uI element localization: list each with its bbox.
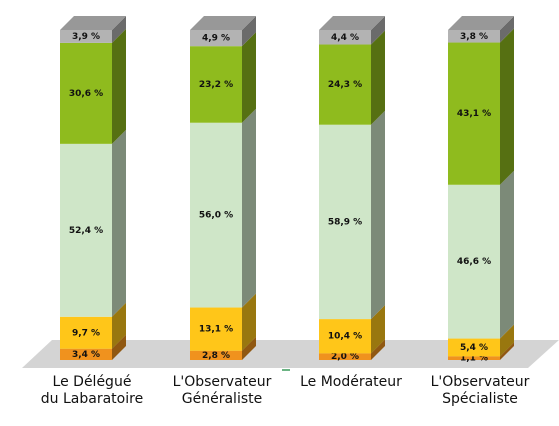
data-label: 43,1 % xyxy=(457,109,491,119)
bar-top xyxy=(319,16,385,30)
bar xyxy=(60,30,112,43)
data-label: 3,4 % xyxy=(72,350,100,360)
bar-side xyxy=(500,342,514,360)
bar xyxy=(448,42,500,185)
bar-side xyxy=(242,336,256,360)
bar-side xyxy=(112,28,126,144)
data-label: 10,4 % xyxy=(328,332,362,342)
data-label: 4,9 % xyxy=(202,34,230,44)
bar-top xyxy=(60,16,126,30)
bar-top xyxy=(448,16,514,30)
bar-side xyxy=(112,334,126,360)
bar-side xyxy=(112,129,126,317)
bar-side xyxy=(242,293,256,351)
data-label: 5,4 % xyxy=(460,343,488,353)
data-label: 24,3 % xyxy=(328,80,362,90)
data-label: 13,1 % xyxy=(199,325,233,335)
bar-side xyxy=(500,16,514,43)
bar-side xyxy=(112,302,126,349)
data-label: 58,9 % xyxy=(328,217,362,227)
bar-side xyxy=(112,16,126,43)
bar-side xyxy=(242,16,256,47)
bar xyxy=(448,30,500,43)
data-label: 1,1 % xyxy=(460,354,488,364)
data-label: 23,2 % xyxy=(199,80,233,90)
bar-side xyxy=(371,305,385,354)
bar-side xyxy=(371,339,385,360)
bar xyxy=(319,319,371,354)
bar-side xyxy=(242,32,256,123)
x-tick-label: L'Observateur Généraliste xyxy=(172,374,272,407)
bar-side xyxy=(500,28,514,185)
bar xyxy=(190,307,242,351)
data-label: 52,4 % xyxy=(69,226,103,236)
bar xyxy=(190,46,242,123)
x-tick-label: L'Observateur Spécialiste xyxy=(430,374,530,407)
bar xyxy=(448,356,500,360)
data-label: 2,0 % xyxy=(331,352,359,362)
x-tick-label: Le Délégué du Labaratoire xyxy=(40,374,144,407)
bar-side xyxy=(500,170,514,339)
bar xyxy=(448,338,500,357)
data-label: 9,7 % xyxy=(72,328,100,338)
bar xyxy=(319,44,371,125)
bar-side xyxy=(242,108,256,308)
bar-side xyxy=(371,16,385,45)
data-label: 3,8 % xyxy=(460,32,488,42)
data-label: 4,4 % xyxy=(331,33,359,43)
bar xyxy=(190,30,242,47)
bar-top xyxy=(190,16,256,30)
bar xyxy=(60,316,112,349)
bar-side xyxy=(371,30,385,125)
bar xyxy=(60,348,112,360)
bar xyxy=(319,353,371,360)
bar xyxy=(190,122,242,308)
bar xyxy=(60,42,112,144)
bar-side xyxy=(500,324,514,357)
x-tick-label: Le Modérateur xyxy=(300,374,402,390)
data-label: 2,8 % xyxy=(202,351,230,361)
floor xyxy=(22,340,559,368)
data-label: 3,9 % xyxy=(72,32,100,42)
bar-side xyxy=(371,110,385,320)
bar xyxy=(448,184,500,339)
bar xyxy=(319,124,371,320)
data-label: 46,6 % xyxy=(457,257,491,267)
bar xyxy=(60,143,112,317)
bar xyxy=(190,350,242,360)
data-label: 56,0 % xyxy=(199,211,233,221)
bar xyxy=(319,30,371,45)
data-label: 30,6 % xyxy=(69,89,103,99)
